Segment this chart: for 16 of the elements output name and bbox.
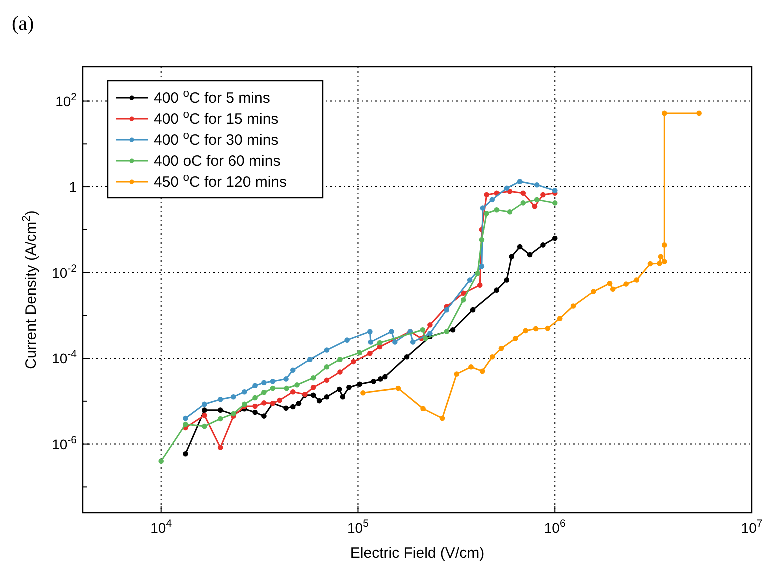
- legend-label: 400 $^{o}$C for 15 mins: [154, 109, 279, 128]
- y-tick-label: 10$^{-6}$: [52, 434, 78, 452]
- x-tick-label: 10$^{6}$: [544, 518, 566, 536]
- x-axis-title: Electric Field (V/cm): [350, 545, 485, 562]
- legend-label: 400 oC for 60 mins: [154, 153, 281, 170]
- chart-title: (a): [12, 13, 34, 35]
- x-tick-label: 10$^{5}$: [348, 518, 370, 536]
- x-tick-label: 10$^{7}$: [741, 518, 763, 536]
- y-tick-label: 10$^{2}$: [56, 91, 78, 110]
- legend-label: 450 $^{o}$C for 120 mins: [154, 172, 288, 191]
- y-tick-label: 10$^{-2}$: [52, 262, 78, 281]
- legend-label: 400 $^{o}$C for 30 mins: [154, 130, 279, 149]
- y-tick-label: 10$^{-4}$: [52, 348, 78, 367]
- y-tick-label: 1: [69, 179, 78, 196]
- x-tick-label: 10$^{4}$: [150, 518, 172, 536]
- legend-label: 400 $^{o}$C for 5 mins: [154, 88, 270, 107]
